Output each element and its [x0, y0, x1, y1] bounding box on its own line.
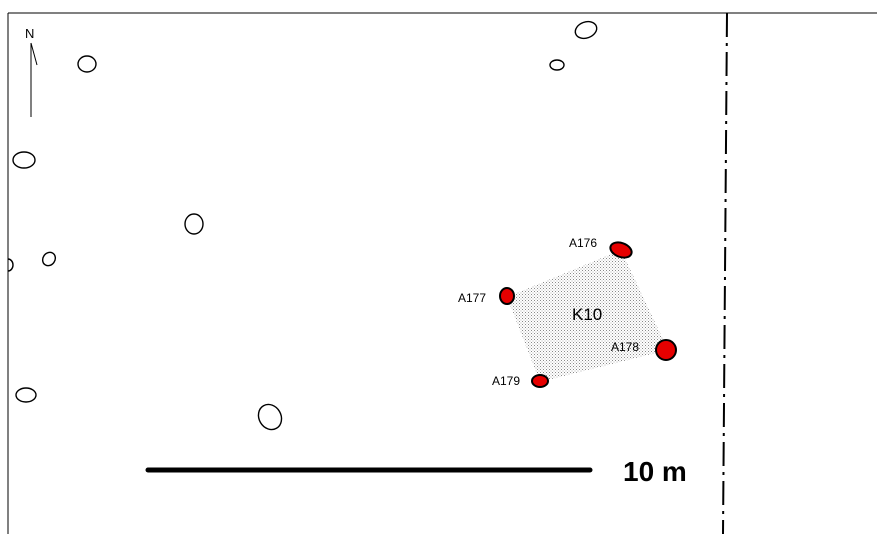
- north-arrow: N: [25, 26, 38, 117]
- posthole-outline: [12, 151, 36, 169]
- posthole-outline: [15, 387, 37, 403]
- posthole-outline: [574, 20, 598, 40]
- posthole-outlines: [7, 20, 598, 431]
- posthole-outline: [7, 258, 14, 272]
- posthole-outline: [257, 403, 283, 431]
- feature-a179-label: A179: [492, 374, 520, 388]
- feature-a176-label: A176: [569, 236, 597, 250]
- structure-k10-area: [507, 250, 668, 382]
- posthole-outline: [77, 55, 97, 73]
- posthole-outline: [549, 59, 565, 71]
- posthole-outline: [41, 251, 57, 267]
- feature-a177-posthole[interactable]: [499, 287, 515, 305]
- scale-label: 10 m: [623, 456, 687, 487]
- feature-a179-posthole[interactable]: [531, 374, 549, 388]
- feature-a178-label: A178: [611, 340, 639, 354]
- feature-a178-posthole[interactable]: [655, 339, 677, 361]
- boundary-line: [722, 12, 728, 534]
- feature-a176-posthole[interactable]: [608, 240, 633, 261]
- structure-k10-label: K10: [572, 305, 602, 324]
- feature-a177-label: A177: [458, 291, 486, 305]
- north-label: N: [25, 26, 34, 41]
- posthole-outline: [184, 213, 204, 235]
